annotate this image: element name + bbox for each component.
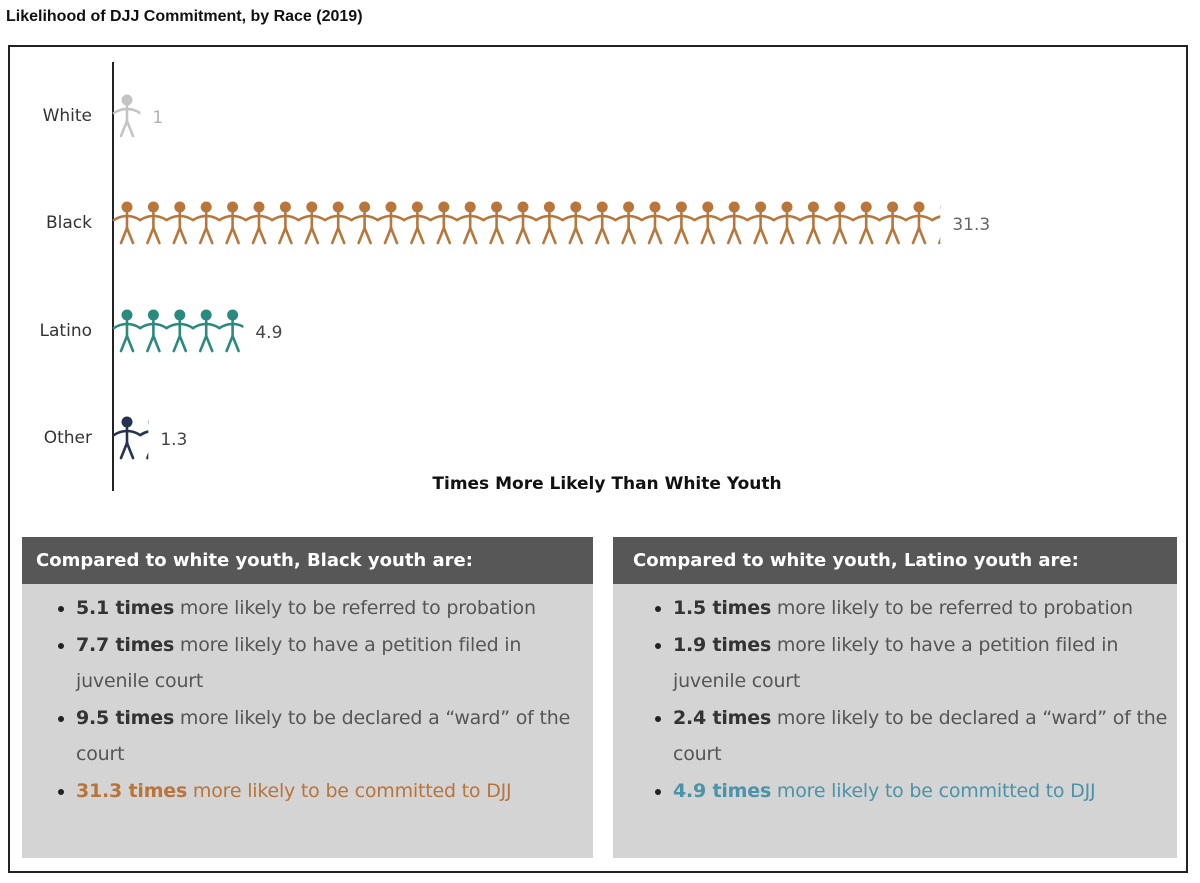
person-icon [191, 309, 221, 353]
person-icon [429, 201, 459, 245]
stat-item: 5.1 times more likely to be referred to … [76, 590, 593, 627]
stat-value: 1.5 times [673, 597, 772, 619]
stat-item: 2.4 times more likely to be declared a “… [673, 700, 1177, 773]
category-label: White [43, 106, 92, 126]
stat-item-highlight: 4.9 times more likely to be committed to… [673, 773, 1177, 810]
stat-text: more likely to be referred to probation [771, 597, 1133, 619]
person-icon [323, 201, 353, 245]
latino-youth-panel: Compared to white youth, Latino youth ar… [613, 537, 1177, 858]
category-label: Latino [40, 321, 92, 341]
person-icon [112, 201, 142, 245]
person-icon [218, 201, 247, 245]
person-icon [719, 201, 749, 245]
stat-value: 9.5 times [76, 706, 175, 729]
pictogram-bar [112, 201, 941, 245]
stat-item: 7.7 times more likely to have a petition… [76, 627, 593, 700]
person-icon [931, 204, 941, 245]
stat-list: 5.1 times more likely to be referred to … [22, 584, 593, 809]
stat-text: more likely to be referred to probation [174, 597, 536, 619]
person-icon [482, 201, 511, 245]
black-youth-panel: Compared to white youth, Black youth are… [22, 537, 593, 858]
person-icon [271, 201, 300, 245]
pictogram-bar [112, 416, 149, 460]
person-icon [350, 201, 379, 245]
pictogram-bar [112, 309, 244, 353]
person-icon [139, 309, 168, 353]
x-axis-label: Times More Likely Than White Youth [432, 474, 781, 494]
panel-header: Compared to white youth, Black youth are… [22, 537, 593, 584]
pictogram-bar [112, 94, 141, 138]
person-icon [244, 201, 274, 245]
stat-item: 9.5 times more likely to be declared a “… [76, 700, 593, 773]
stat-text: more likely to be committed to DJJ [187, 779, 512, 802]
value-label: 31.3 [952, 215, 990, 235]
panel-header: Compared to white youth, Latino youth ar… [613, 537, 1177, 584]
stat-text: more likely to be declared a “ward” of t… [76, 706, 571, 766]
row-latino: Latino 4.9 [40, 309, 282, 353]
stat-text: more likely to have a petition filed in … [673, 633, 1119, 693]
person-icon [614, 201, 643, 245]
person-icon [139, 201, 168, 245]
person-icon [561, 201, 591, 245]
person-icon [112, 94, 141, 138]
person-icon [667, 201, 696, 245]
stat-value: 4.9 times [673, 779, 772, 802]
pictogram-chart: White 1 Black 31.3 Latino 4.9 Other 1.3 Times M… [40, 62, 990, 494]
stat-item: 1.5 times more likely to be referred to … [673, 590, 1177, 627]
person-icon [535, 201, 564, 245]
person-icon [772, 201, 802, 245]
stat-value: 2.4 times [673, 706, 772, 729]
value-label: 1.3 [160, 430, 187, 450]
stat-list: 1.5 times more likely to be referred to … [613, 584, 1177, 809]
category-label: Black [46, 213, 92, 233]
category-label: Other [44, 428, 92, 448]
stat-item-highlight: 31.3 times more likely to be committed t… [76, 773, 593, 810]
stat-value: 31.3 times [76, 779, 188, 802]
person-icon [878, 201, 907, 245]
person-icon [455, 201, 485, 245]
row-white: White 1 [43, 94, 163, 138]
person-icon [693, 201, 723, 245]
person-icon [112, 309, 142, 353]
person-icon [799, 201, 828, 245]
person-icon [112, 416, 142, 460]
person-icon [297, 201, 327, 245]
stat-text: more likely to be committed to DJJ [771, 779, 1096, 802]
stat-text: more likely to be declared a “ward” of t… [673, 706, 1168, 766]
stat-value: 5.1 times [76, 597, 175, 619]
person-icon [746, 201, 775, 245]
value-label: 1 [152, 108, 163, 128]
person-icon [825, 201, 855, 245]
row-black: Black 31.3 [46, 201, 990, 245]
value-label: 4.9 [255, 323, 282, 343]
stat-value: 7.7 times [76, 633, 175, 656]
person-icon [376, 201, 406, 245]
person-icon [587, 201, 617, 245]
stat-item: 1.9 times more likely to have a petition… [673, 627, 1177, 700]
person-icon [165, 309, 195, 353]
person-icon [851, 201, 881, 245]
person-icon [904, 201, 934, 245]
row-other: Other 1.3 [44, 416, 187, 460]
chart-frame [8, 45, 1188, 873]
person-icon [139, 419, 149, 460]
person-icon [508, 201, 538, 245]
person-icon [218, 309, 244, 353]
stat-value: 1.9 times [673, 633, 772, 656]
chart-title: Likelihood of DJJ Commitment, by Race (2… [6, 8, 363, 25]
person-icon [165, 201, 195, 245]
stat-text: more likely to have a petition filed in … [76, 633, 522, 693]
person-icon [403, 201, 432, 245]
person-icon [191, 201, 221, 245]
person-icon [640, 201, 670, 245]
